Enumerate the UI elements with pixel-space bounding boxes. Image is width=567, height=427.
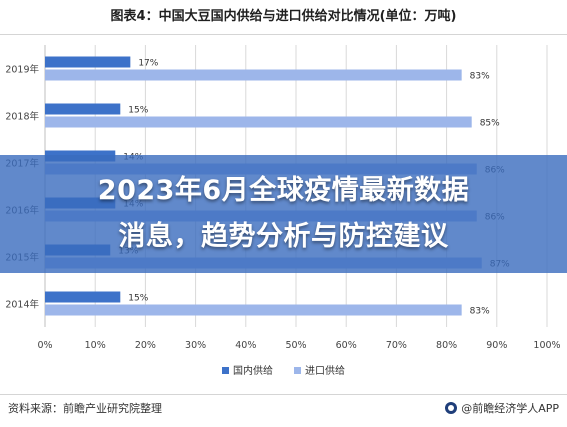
y-tick-label: 2018年 [5,111,39,123]
legend-swatch [294,367,301,374]
title-divider [0,34,567,35]
y-tick-label: 2019年 [5,64,39,76]
chart-title: 图表4：中国大豆国内供给与进口供给对比情况(单位：万吨) [110,9,457,24]
bar [45,116,472,128]
x-tick-label: 60% [336,340,357,351]
bar [45,304,462,316]
x-tick-label: 100% [533,340,560,351]
footer-divider [0,394,567,395]
brand-label: @前瞻经济学人APP [461,402,559,415]
y-tick-label: 2014年 [5,299,39,311]
legend-label: 进口供给 [305,364,345,377]
bar [45,103,121,115]
headline-banner[interactable] [0,155,567,273]
bar [45,56,131,68]
data-label: 85% [480,119,500,129]
legend-label: 国内供给 [233,364,273,377]
data-label: 15% [128,106,148,116]
x-tick-label: 50% [285,340,306,351]
brand-logo-icon [445,402,458,414]
bar [45,69,462,81]
data-label: 17% [138,59,158,69]
legend-swatch [222,367,229,374]
x-tick-label: 80% [436,340,457,351]
data-label: 15% [128,294,148,304]
brand-credit: @前瞻经济学人APP [445,400,559,416]
x-tick-label: 20% [135,340,156,351]
data-label: 83% [470,72,490,82]
headline-line-1[interactable]: 2023年6月全球疫情最新数据 [97,175,470,206]
x-tick-label: 90% [486,340,507,351]
x-tick-label: 10% [85,340,106,351]
headline-line-2[interactable]: 消息，趋势分析与防控建议 [118,221,449,252]
x-tick-label: 70% [386,340,407,351]
data-label: 83% [470,307,490,317]
source-note: 资料来源：前瞻产业研究院整理 [8,402,162,415]
x-tick-label: 40% [235,340,256,351]
x-tick-label: 0% [37,340,52,351]
x-tick-label: 30% [185,340,206,351]
bar [45,291,121,303]
